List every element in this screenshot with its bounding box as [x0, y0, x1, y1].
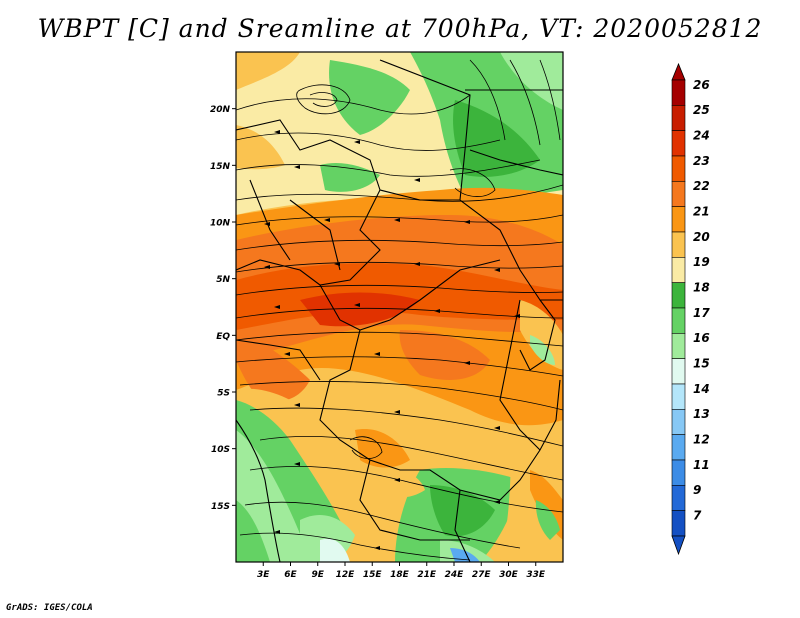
colorbar-swatch: [671, 307, 686, 334]
colorbar-label: 19: [693, 255, 710, 269]
colorbar-swatch: [671, 282, 686, 309]
colorbar: 26 25 24 23 22 21 20 19 18 17 16 15 14 13 12 11 9 7: [671, 62, 710, 556]
colorbar-label: 22: [693, 179, 710, 193]
colorbar-top-arrow: [671, 62, 686, 81]
lon-tick-label: 9E: [312, 570, 325, 580]
lon-tick-label: 33E: [526, 570, 546, 580]
colorbar-swatch: [671, 257, 686, 283]
lat-tick-label: 10S: [211, 445, 230, 455]
chart-title: WBPT [C] and Sreamline at 700hPa, VT: 20…: [37, 14, 763, 43]
lon-tick-label: 27E: [472, 570, 492, 580]
colorbar-swatch: [671, 459, 686, 486]
colorbar-label: 17: [693, 306, 710, 320]
colorbar-label: 26: [693, 78, 710, 92]
colorbar-swatch: [671, 105, 686, 131]
lon-tick-label: 24E: [445, 570, 465, 580]
colorbar-label: 14: [693, 382, 710, 396]
lon-tick-label: 3E: [257, 570, 270, 580]
lat-tick-label: 15S: [211, 502, 230, 512]
colorbar-swatch: [671, 358, 686, 385]
lat-tick-label: 15N: [210, 162, 231, 172]
colorbar-swatch: [671, 383, 686, 410]
streamline-arrows: [264, 130, 520, 550]
colorbar-label: 9: [693, 483, 701, 497]
colorbar-swatch: [671, 181, 686, 207]
lon-tick-label: 18E: [390, 570, 410, 580]
colorbar-label: 7: [693, 509, 702, 523]
colorbar-swatch: [671, 485, 686, 511]
lon-tick-label: 6E: [284, 570, 297, 580]
colorbar-swatch: [671, 510, 686, 537]
colorbar-label: 20: [693, 230, 710, 244]
country-borders: [236, 59, 563, 562]
colorbar-swatch: [671, 409, 686, 435]
longitude-axis: 3E 6E 9E 12E 15E 18E 21E 24E 27E 30E 33E: [257, 562, 546, 580]
colorbar-label: 15: [693, 357, 710, 371]
colorbar-label: 25: [693, 103, 710, 117]
colorbar-label: 24: [693, 129, 710, 143]
lon-tick-label: 15E: [363, 570, 383, 580]
colorbar-swatch: [671, 79, 686, 106]
streamlines: [236, 59, 563, 561]
lon-tick-label: 21E: [417, 570, 437, 580]
colorbar-label: 21: [693, 205, 710, 219]
grads-credit: GrADS: IGES/COLA: [6, 603, 93, 613]
colorbar-swatch: [671, 206, 686, 233]
colorbar-label: 16: [693, 331, 710, 345]
lat-tick-label: 10N: [210, 219, 231, 229]
colorbar-swatch: [671, 130, 686, 157]
colorbar-label: 13: [693, 407, 710, 421]
colorbar-label: 18: [693, 281, 710, 295]
colorbar-swatch: [671, 231, 686, 258]
latitude-axis: 20N 15N 10N 5N EQ 5S 10S 15S: [210, 105, 236, 512]
colorbar-swatch: [671, 333, 686, 359]
lat-tick-label: 20N: [210, 105, 231, 115]
lat-tick-label: 5S: [217, 389, 230, 399]
colorbar-swatch: [671, 155, 686, 182]
colorbar-label: 23: [693, 154, 710, 168]
lat-tick-label: 5N: [216, 275, 230, 285]
colorbar-label: 11: [693, 458, 710, 472]
colorbar-bottom-arrow: [671, 535, 686, 556]
lat-tick-label: EQ: [216, 332, 230, 342]
colorbar-label: 12: [693, 433, 710, 447]
lon-tick-label: 30E: [499, 570, 519, 580]
lon-tick-label: 12E: [336, 570, 356, 580]
colorbar-swatch: [671, 434, 686, 461]
